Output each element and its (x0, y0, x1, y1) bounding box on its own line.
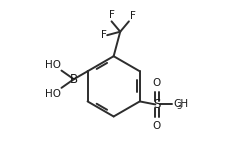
Text: F: F (130, 11, 136, 21)
Text: CH: CH (173, 100, 188, 109)
Text: F: F (101, 30, 106, 40)
Text: HO: HO (45, 89, 61, 99)
Text: S: S (153, 98, 161, 111)
Text: F: F (109, 10, 114, 20)
Text: HO: HO (45, 60, 61, 70)
Text: 3: 3 (177, 102, 182, 111)
Text: O: O (153, 121, 161, 131)
Text: O: O (153, 78, 161, 88)
Text: B: B (70, 73, 78, 86)
